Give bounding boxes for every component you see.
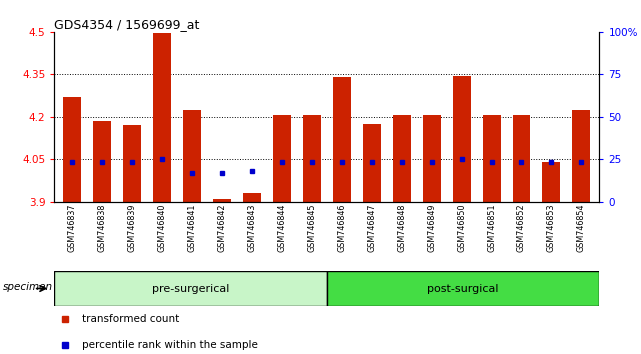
Text: GSM746840: GSM746840 <box>158 203 167 252</box>
Text: GSM746850: GSM746850 <box>457 203 466 252</box>
Bar <box>542 162 560 202</box>
Bar <box>153 33 171 202</box>
Text: GSM746848: GSM746848 <box>397 203 406 252</box>
Bar <box>183 110 201 202</box>
Text: GSM746849: GSM746849 <box>427 203 436 252</box>
Text: post-surgical: post-surgical <box>428 284 499 293</box>
Text: GSM746841: GSM746841 <box>188 203 197 252</box>
Text: GSM746843: GSM746843 <box>247 203 256 252</box>
Text: GSM746844: GSM746844 <box>278 203 287 252</box>
Text: percentile rank within the sample: percentile rank within the sample <box>82 340 258 350</box>
Text: GSM746854: GSM746854 <box>577 203 586 252</box>
Bar <box>422 115 440 202</box>
Bar <box>483 115 501 202</box>
Text: GSM746851: GSM746851 <box>487 203 496 252</box>
Text: GSM746845: GSM746845 <box>308 203 317 252</box>
Text: GSM746838: GSM746838 <box>98 203 107 252</box>
Bar <box>513 115 531 202</box>
Text: specimen: specimen <box>3 282 53 292</box>
Bar <box>327 271 599 306</box>
Text: GDS4354 / 1569699_at: GDS4354 / 1569699_at <box>54 18 200 31</box>
Bar <box>123 125 141 202</box>
Bar <box>393 115 411 202</box>
Bar <box>572 110 590 202</box>
Bar <box>453 76 470 202</box>
Text: GSM746847: GSM746847 <box>367 203 376 252</box>
Bar <box>303 115 321 202</box>
Bar <box>213 199 231 202</box>
Text: GSM746837: GSM746837 <box>68 203 77 252</box>
Bar <box>54 271 327 306</box>
Bar <box>63 97 81 202</box>
Bar <box>94 121 112 202</box>
Bar <box>243 193 261 202</box>
Bar <box>273 115 291 202</box>
Text: pre-surgerical: pre-surgerical <box>152 284 229 293</box>
Text: GSM746852: GSM746852 <box>517 203 526 252</box>
Bar <box>333 77 351 202</box>
Text: GSM746839: GSM746839 <box>128 203 137 252</box>
Text: GSM746842: GSM746842 <box>218 203 227 252</box>
Text: GSM746853: GSM746853 <box>547 203 556 252</box>
Bar <box>363 124 381 202</box>
Text: transformed count: transformed count <box>82 314 179 325</box>
Text: GSM746846: GSM746846 <box>337 203 346 252</box>
